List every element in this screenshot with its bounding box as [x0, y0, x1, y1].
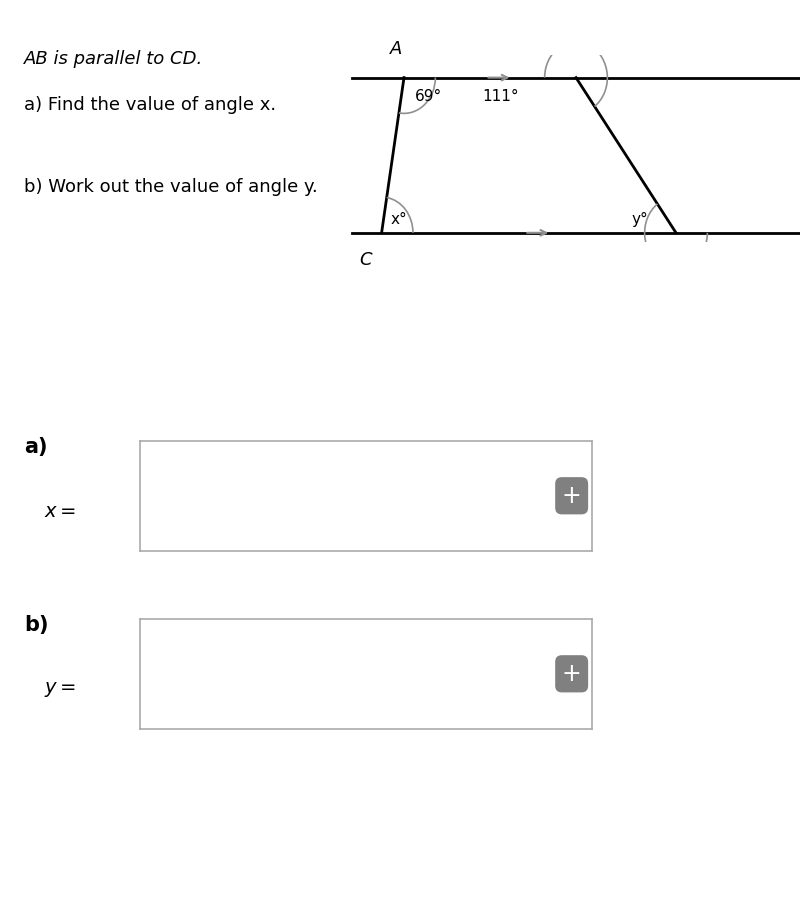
Text: y°: y° [631, 212, 648, 227]
Text: x°: x° [390, 212, 407, 227]
Text: 69°: 69° [415, 89, 442, 104]
Text: 111°: 111° [482, 89, 518, 104]
Text: C: C [359, 251, 372, 269]
Text: b) Work out the value of angle y.: b) Work out the value of angle y. [24, 178, 318, 196]
Text: a): a) [24, 437, 47, 457]
Text: $x =$: $x =$ [44, 502, 76, 521]
Text: AB is parallel to CD.: AB is parallel to CD. [24, 50, 203, 68]
Text: a) Find the value of angle x.: a) Find the value of angle x. [24, 96, 276, 114]
Text: $y =$: $y =$ [44, 680, 76, 699]
Text: +: + [562, 484, 582, 508]
Text: A: A [390, 39, 402, 58]
Text: b): b) [24, 615, 49, 635]
Text: +: + [562, 662, 582, 686]
